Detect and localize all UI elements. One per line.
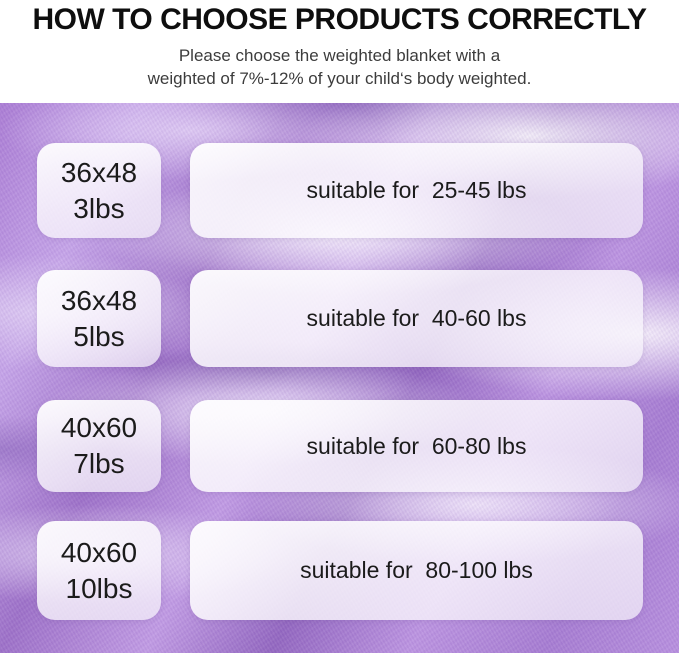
suitability-label: suitable for 25-45 lbs [306, 177, 527, 203]
weight-label: 3lbs [73, 192, 125, 224]
page-title: HOW TO CHOOSE PRODUCTS CORRECTLY [32, 3, 647, 36]
weight-label: 10lbs [65, 572, 133, 604]
suitability-label: suitable for 60-80 lbs [306, 432, 527, 459]
subtitle-line-2: weighted of 7%-12% of your child‘s body … [147, 69, 532, 88]
header: HOW TO CHOOSE PRODUCTS CORRECTLY Please … [0, 0, 679, 103]
size-weight-text: 36x48 3lbs [61, 155, 137, 227]
size-weight-card: 40x60 7lbs [37, 400, 161, 492]
suitability-card: suitable for 40-60 lbs [190, 270, 643, 367]
subtitle-line-1: Please choose the weighted blanket with … [178, 46, 501, 65]
suitability-card: suitable for 60-80 lbs [190, 400, 643, 492]
size-weight-text: 40x60 7lbs [61, 410, 137, 482]
size-weight-text: 36x48 5lbs [61, 283, 137, 355]
suitability-label: suitable for 40-60 lbs [306, 305, 527, 331]
size-label: 36x48 [60, 284, 138, 316]
suitability-card: suitable for 80-100 lbs [190, 521, 643, 620]
weight-label: 5lbs [73, 320, 125, 352]
size-weight-card: 36x48 5lbs [37, 270, 161, 367]
size-weight-card: 40x60 10lbs [37, 521, 161, 620]
size-weight-card: 36x48 3lbs [37, 143, 161, 238]
suitability-label: suitable for 80-100 lbs [300, 557, 533, 583]
size-label: 36x48 [60, 156, 138, 188]
size-label: 40x60 [60, 536, 138, 568]
suitability-card: suitable for 25-45 lbs [190, 143, 643, 238]
size-label: 40x60 [60, 412, 138, 443]
size-weight-text: 40x60 10lbs [61, 535, 137, 607]
weight-label: 7lbs [73, 448, 125, 479]
